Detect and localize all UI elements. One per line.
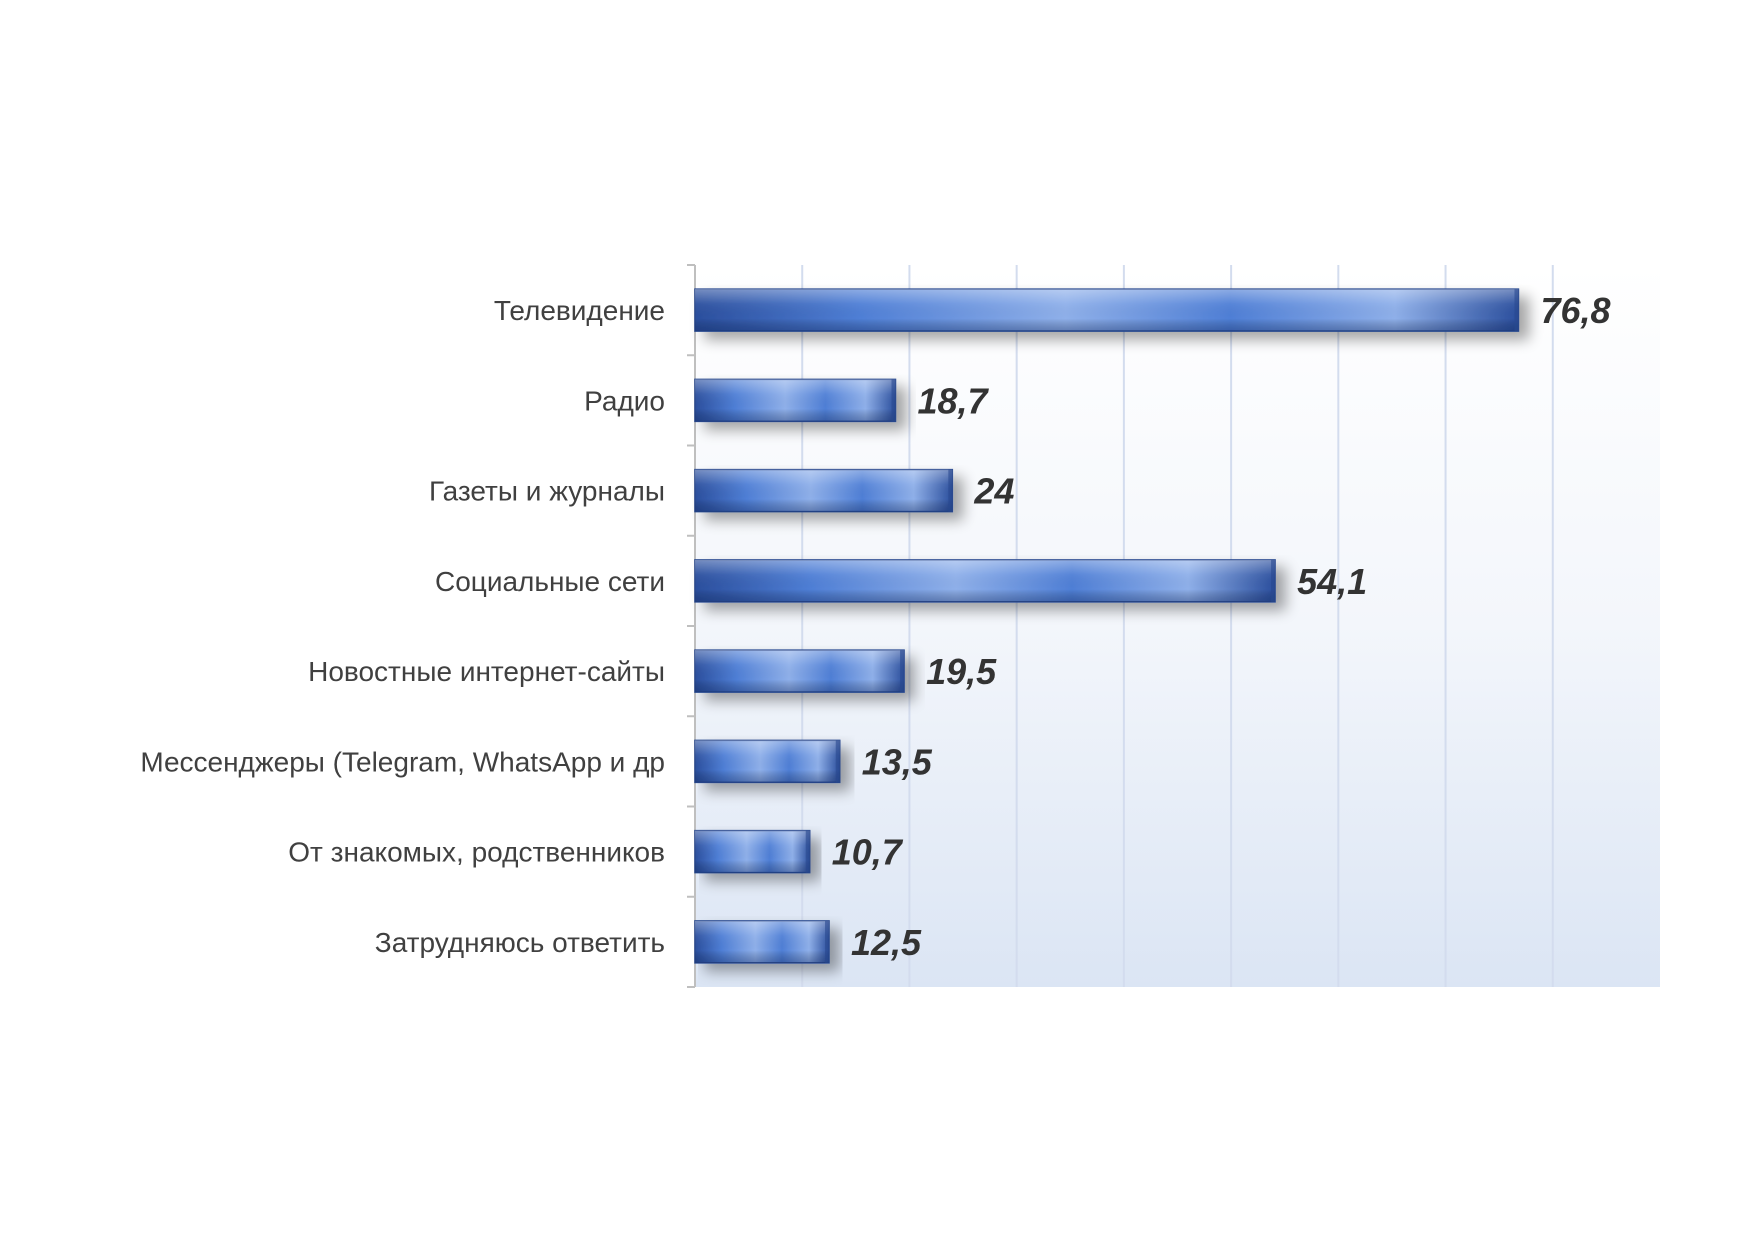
bars bbox=[694, 288, 1520, 964]
value-label: 24 bbox=[973, 471, 1014, 512]
category-label: От знакомых, родственников bbox=[288, 837, 665, 868]
value-label: 19,5 bbox=[926, 651, 997, 692]
category-label: Новостные интернет-сайты bbox=[308, 656, 665, 687]
bar-shine bbox=[695, 920, 830, 963]
bar bbox=[694, 468, 954, 513]
value-label: 76,8 bbox=[1540, 290, 1610, 331]
category-label: Радио bbox=[584, 385, 665, 416]
plot-area bbox=[695, 265, 1660, 987]
bar-shine bbox=[695, 740, 840, 783]
value-label: 54,1 bbox=[1297, 561, 1367, 602]
bar-shine bbox=[695, 289, 1519, 332]
category-label: Затрудняюсь ответить bbox=[375, 927, 665, 958]
category-label: Телевидение bbox=[494, 295, 665, 326]
grid-lines bbox=[801, 265, 1554, 987]
bar bbox=[694, 739, 841, 784]
category-label: Газеты и журналы bbox=[429, 476, 665, 507]
bar-cap bbox=[1271, 559, 1276, 602]
bar bbox=[694, 649, 905, 693]
value-label: 13,5 bbox=[862, 741, 933, 782]
value-label: 10,7 bbox=[832, 832, 904, 873]
bar-cap bbox=[891, 379, 896, 422]
bar-shine bbox=[695, 650, 905, 693]
value-label: 18,7 bbox=[918, 380, 990, 421]
bar-cap bbox=[948, 469, 953, 512]
bar-cap bbox=[805, 830, 810, 873]
bar-cap bbox=[1514, 289, 1519, 332]
bar-shine bbox=[695, 830, 810, 873]
bar bbox=[694, 920, 830, 964]
value-labels: 76,8 18,7 24 54,1 19,5 13,5 10,7 12,5 bbox=[832, 290, 1611, 963]
category-labels: Телевидение Радио Газеты и журналы Социальн… bbox=[140, 295, 665, 958]
bar-cap bbox=[825, 920, 830, 963]
bar bbox=[694, 378, 897, 423]
category-axis bbox=[687, 264, 696, 988]
bar bbox=[694, 559, 1276, 603]
bar bbox=[694, 288, 1520, 332]
bar-shine bbox=[695, 379, 896, 422]
category-label: Мессенджеры (Telegram, WhatsApp и др bbox=[140, 746, 665, 777]
bar-shine bbox=[695, 469, 953, 512]
bar bbox=[694, 829, 811, 874]
value-label: 12,5 bbox=[851, 922, 922, 963]
bar-cap bbox=[835, 740, 840, 783]
bar-cap bbox=[900, 650, 905, 693]
category-label: Социальные сети bbox=[435, 566, 665, 597]
bar-shine bbox=[695, 559, 1276, 602]
